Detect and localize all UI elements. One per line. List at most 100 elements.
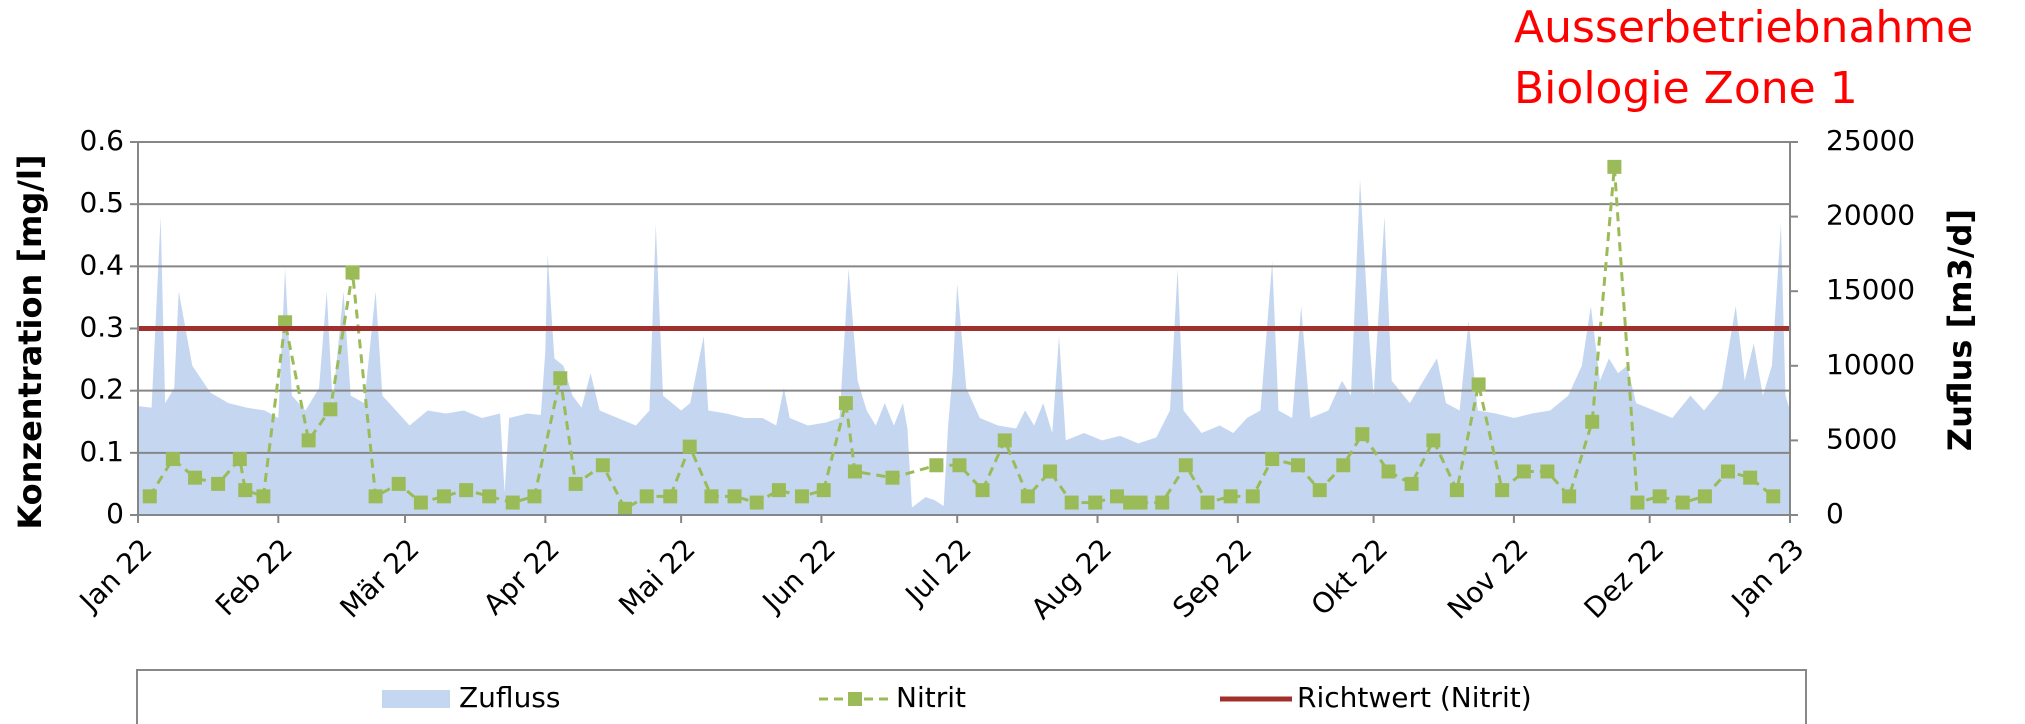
marker [436, 489, 451, 504]
marker [1630, 495, 1645, 510]
marker [929, 458, 944, 473]
y-tick-label: 0.5 [79, 186, 124, 219]
marker [142, 489, 157, 504]
marker [345, 265, 360, 280]
x-tick-label: Mär 22 [333, 532, 425, 624]
marker [1540, 464, 1555, 479]
marker [1495, 483, 1510, 498]
marker [1404, 476, 1419, 491]
marker [1607, 159, 1622, 174]
marker [1200, 495, 1215, 510]
marker [1355, 427, 1370, 442]
marker [568, 476, 583, 491]
marker [1088, 495, 1103, 510]
marker [704, 489, 719, 504]
marker [256, 489, 271, 504]
y2-axis-title: Zuflus [m3/d] [1941, 209, 1979, 451]
marker [1178, 458, 1193, 473]
marker [368, 489, 383, 504]
x-tick-label: Mai 22 [612, 532, 702, 622]
legend-box [136, 669, 1807, 724]
y2-tick-label: 25000 [1826, 124, 1915, 157]
marker [232, 452, 247, 467]
y-axis-title: Konzentration [mg/l] [11, 154, 49, 529]
marker [952, 458, 967, 473]
marker [1562, 489, 1577, 504]
y2-tick-label: 0 [1826, 497, 1844, 530]
y-tick-label: 0.2 [79, 373, 124, 406]
plot-frame [137, 141, 1791, 516]
annotation: Biologie Zone 1 [1514, 63, 1858, 114]
x-tick-label: Jan 23 [1724, 532, 1811, 619]
y2-tick-label: 10000 [1826, 348, 1915, 381]
y-tick-label: 0 [106, 497, 124, 530]
legend-label: Richtwert (Nitrit) [1297, 681, 1532, 714]
marker [1585, 414, 1600, 429]
x-tick-label: Dez 22 [1578, 532, 1671, 625]
x-tick-label: Jan 22 [72, 532, 159, 619]
x-tick-label: Sep 22 [1166, 532, 1258, 624]
marker [482, 489, 497, 504]
legend-label: Zufluss [459, 681, 561, 714]
marker [816, 483, 831, 498]
plot-front [138, 159, 1790, 516]
marker [1652, 489, 1667, 504]
marker [794, 489, 809, 504]
marker [165, 452, 180, 467]
legend-marker [848, 692, 862, 706]
marker [1381, 464, 1396, 479]
marker [301, 433, 316, 448]
marker [1426, 433, 1441, 448]
marker [1449, 483, 1464, 498]
marker [391, 476, 406, 491]
x-tick-label: Jul 22 [898, 532, 978, 612]
marker [1336, 458, 1351, 473]
marker [188, 470, 203, 485]
marker [838, 396, 853, 411]
x-tick-label: Feb 22 [209, 532, 299, 622]
y-tick-label: 0.6 [79, 124, 124, 157]
y2-tick-label: 15000 [1826, 273, 1915, 306]
x-tick-label: Okt 22 [1305, 532, 1395, 622]
marker [413, 495, 428, 510]
marker [1245, 489, 1260, 504]
area [138, 179, 1790, 516]
marker [1675, 495, 1690, 510]
marker [1265, 452, 1280, 467]
marker [1516, 464, 1531, 479]
marker [1109, 489, 1124, 504]
marker [459, 483, 474, 498]
marker [595, 458, 610, 473]
marker [527, 489, 542, 504]
marker [211, 476, 226, 491]
marker [975, 483, 990, 498]
marker [278, 315, 293, 330]
x-tick-label: Aug 22 [1025, 532, 1118, 625]
marker [1720, 464, 1735, 479]
annotation: Ausserbetriebnahme [1514, 2, 1973, 53]
marker [997, 433, 1012, 448]
marker [1697, 489, 1712, 504]
marker [505, 495, 520, 510]
marker [1471, 377, 1486, 392]
legend-swatch [382, 690, 450, 708]
marker [885, 470, 900, 485]
marker [1291, 458, 1306, 473]
marker [323, 402, 338, 417]
marker [1020, 489, 1035, 504]
marker [1223, 489, 1238, 504]
x-tick-label: Nov 22 [1441, 532, 1534, 625]
marker [639, 489, 654, 504]
marker [1743, 470, 1758, 485]
marker [1155, 495, 1170, 510]
y2-tick-label: 5000 [1826, 422, 1897, 455]
marker [553, 371, 568, 386]
marker [771, 483, 786, 498]
marker [238, 483, 253, 498]
marker [727, 489, 742, 504]
y-tick-label: 0.1 [79, 435, 124, 468]
marker [682, 439, 697, 454]
marker [1766, 489, 1781, 504]
x-tick-label: Apr 22 [477, 532, 566, 621]
y-tick-label: 0.4 [79, 248, 124, 281]
